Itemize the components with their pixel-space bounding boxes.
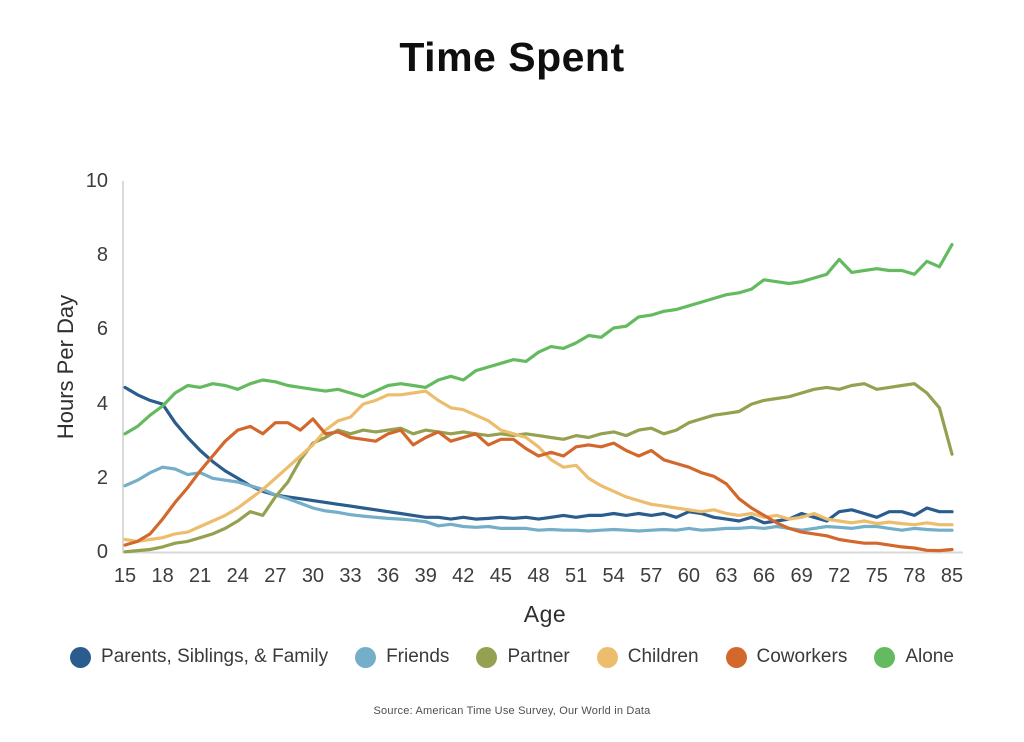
x-tick-42: 42 [452,565,475,587]
legend-label-children: Children [627,646,699,667]
page-title: Time Spent [399,34,625,80]
plot-svg [122,181,963,554]
x-tick-21: 21 [189,565,212,587]
legend-label-friends: Friends [386,646,450,667]
x-tick-48: 48 [527,565,550,587]
line-coworkers [123,417,954,553]
line-alone [123,242,954,436]
x-tick-54: 54 [602,565,625,587]
legend-label-parents-siblings-family: Parents, Siblings, & Family [101,646,329,667]
line-children [123,389,954,543]
legend-dot-partner [476,646,498,668]
line-partner [123,382,954,554]
legend-item-partner: Partner [476,646,570,668]
x-tick-69: 69 [790,565,813,587]
legend-item-parents-siblings-family: Parents, Siblings, & Family [70,646,328,668]
legend-item-children: Children [596,646,699,668]
legend-item-friends: Friends [355,646,449,668]
x-tick-39: 39 [414,565,437,587]
legend-dot-parents-siblings-family [70,646,92,668]
legend-dot-coworkers [725,646,747,668]
series-lines [123,242,954,554]
x-tick-78: 78 [903,565,926,587]
legend-label-alone: Alone [905,646,954,667]
legend-item-coworkers: Coworkers [725,646,848,668]
legend-dot-children [596,646,618,668]
x-tick-66: 66 [752,565,776,587]
x-tick-30: 30 [301,565,325,587]
y-tick-10: 10 [85,170,108,192]
legend-dot-friends [355,646,377,668]
x-tick-57: 57 [640,565,663,587]
y-tick-8: 8 [96,244,108,267]
x-tick-85: 85 [940,565,964,587]
legend-dot-alone [874,646,896,668]
source-note: Source: American Time Use Survey, Our Wo… [373,705,651,717]
legend-label-partner: Partner [507,646,570,667]
x-tick-36: 36 [377,565,400,587]
y-tick-4: 4 [96,392,108,415]
x-tick-63: 63 [715,565,738,587]
legend-label-coworkers: Coworkers [756,646,848,667]
x-tick-33: 33 [339,565,362,587]
x-tick-15: 15 [113,565,137,587]
x-tick-45: 45 [489,565,513,587]
y-tick-6: 6 [96,318,108,341]
x-tick-72: 72 [828,565,851,587]
y-tick-2: 2 [96,466,108,489]
x-axis-label: Age [523,601,567,627]
x-tick-24: 24 [226,565,249,587]
x-tick-51: 51 [564,565,588,587]
x-tick-60: 60 [677,565,700,587]
legend-item-alone: Alone [874,646,954,668]
x-tick-18: 18 [151,565,174,587]
x-tick-27: 27 [264,565,287,587]
legend: Parents, Siblings, & Family Friends Partne… [0,646,1024,668]
y-tick-0: 0 [96,541,108,563]
x-tick-75: 75 [865,565,888,587]
